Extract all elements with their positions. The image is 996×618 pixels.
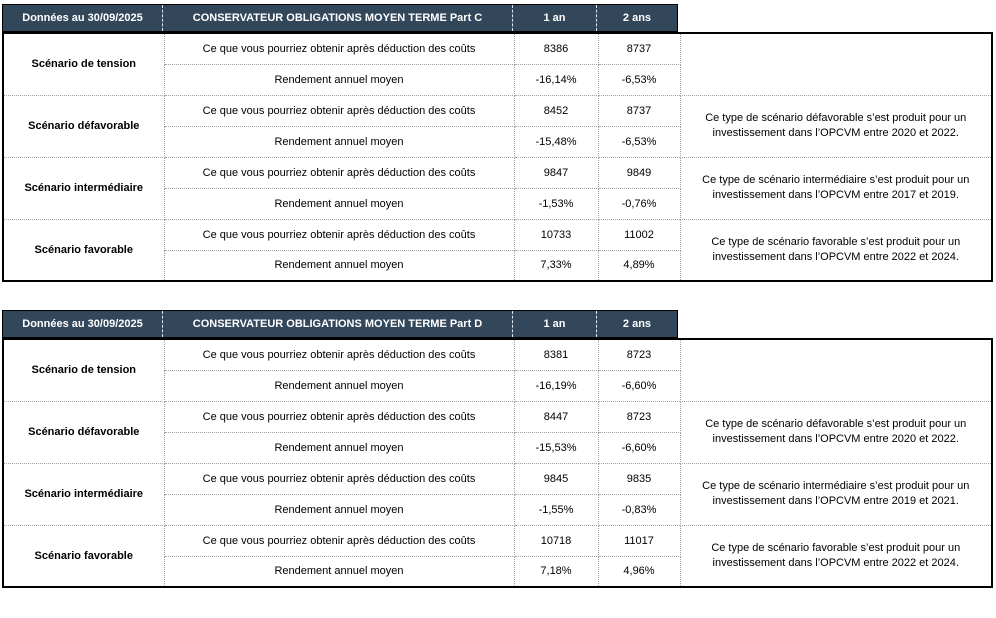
value-obtain-2ans: 8723 [597, 338, 681, 371]
table-row: Scénario défavorable Ce que vous pourrie… [2, 400, 993, 464]
scenario-name-tension: Scénario de tension [2, 338, 165, 402]
value-obtain-1an: 9845 [513, 462, 599, 495]
table-row: Scénario intermédiaire Ce que vous pourr… [2, 156, 993, 220]
performance-table-part-c: Données au 30/09/2025 CONSERVATEUR OBLIG… [2, 4, 996, 282]
value-obtain-1an: 8447 [513, 400, 599, 433]
value-yield-1an: -16,19% [513, 369, 599, 402]
scenario-name-defavorable: Scénario défavorable [2, 400, 165, 464]
table-row: Scénario de tension Ce que vous pourriez… [2, 338, 993, 402]
value-obtain-2ans: 11017 [597, 524, 681, 557]
table-row: Scénario favorable Ce que vous pourriez … [2, 524, 993, 588]
header-col-1an: 1 an [513, 5, 597, 31]
value-obtain-1an: 8452 [513, 94, 599, 127]
value-obtain-1an: 8381 [513, 338, 599, 371]
value-yield-2ans: 4,89% [597, 249, 681, 282]
scenario-note-intermediaire: Ce type de scénario intermédiaire s’est … [679, 156, 993, 220]
value-yield-2ans: -6,60% [597, 369, 681, 402]
value-obtain-2ans: 11002 [597, 218, 681, 251]
row-label-yield: Rendement annuel moyen [163, 555, 515, 588]
header-fund-title: CONSERVATEUR OBLIGATIONS MOYEN TERME Par… [163, 311, 513, 337]
scenario-note-favorable: Ce type de scénario favorable s’est prod… [679, 218, 993, 282]
row-label-yield: Rendement annuel moyen [163, 431, 515, 464]
row-label-yield: Rendement annuel moyen [163, 493, 515, 526]
scenario-name-intermediaire: Scénario intermédiaire [2, 462, 165, 526]
scenario-note-defavorable: Ce type de scénario défavorable s’est pr… [679, 400, 993, 464]
value-obtain-2ans: 8723 [597, 400, 681, 433]
value-obtain-2ans: 9835 [597, 462, 681, 495]
row-label-obtain: Ce que vous pourriez obtenir après déduc… [163, 218, 515, 251]
table-row: Rendement annuel moyen -15,53% -6,60% [3, 431, 992, 464]
table-row: Rendement annuel moyen -1,55% -0,83% [3, 493, 992, 526]
value-obtain-2ans: 9849 [597, 156, 681, 189]
table-row: Scénario favorable Ce que vous pourriez … [2, 218, 993, 282]
value-yield-1an: -1,53% [513, 187, 599, 220]
value-obtain-1an: 8386 [513, 32, 599, 65]
value-yield-2ans: -6,53% [597, 125, 681, 158]
value-yield-1an: -15,48% [513, 125, 599, 158]
header-col-2ans: 2 ans [622, 318, 652, 330]
row-label-obtain: Ce que vous pourriez obtenir après déduc… [163, 156, 515, 189]
value-yield-2ans: -0,83% [597, 493, 681, 526]
row-label-obtain: Ce que vous pourriez obtenir après déduc… [163, 462, 515, 495]
header-date: Données au 30/09/2025 [3, 311, 163, 337]
value-yield-1an: 7,18% [513, 555, 599, 588]
header-col-1an: 1 an [513, 311, 597, 337]
header-fund-title: CONSERVATEUR OBLIGATIONS MOYEN TERME Par… [163, 5, 513, 31]
scenario-name-favorable: Scénario favorable [2, 218, 165, 282]
header-date: Données au 30/09/2025 [3, 5, 163, 31]
table-row: Scénario défavorable Ce que vous pourrie… [2, 94, 993, 158]
header-col-2ans: 2 ans [622, 12, 652, 24]
row-label-obtain: Ce que vous pourriez obtenir après déduc… [163, 32, 515, 65]
table-row: Scénario intermédiaire Ce que vous pourr… [2, 462, 993, 526]
row-label-yield: Rendement annuel moyen [163, 369, 515, 402]
row-label-obtain: Ce que vous pourriez obtenir après déduc… [163, 338, 515, 371]
scenario-note-tension [679, 338, 993, 402]
value-yield-1an: -15,53% [513, 431, 599, 464]
row-label-yield: Rendement annuel moyen [163, 125, 515, 158]
scenario-name-favorable: Scénario favorable [2, 524, 165, 588]
table-row: Rendement annuel moyen -1,53% -0,76% [3, 187, 992, 220]
scenario-name-tension: Scénario de tension [2, 32, 165, 96]
value-obtain-1an: 9847 [513, 156, 599, 189]
row-label-yield: Rendement annuel moyen [163, 249, 515, 282]
scenario-note-tension [679, 32, 993, 96]
value-yield-1an: -16,14% [513, 63, 599, 96]
performance-table-part-d: Données au 30/09/2025 CONSERVATEUR OBLIG… [2, 310, 996, 588]
scenario-table-part-d: Scénario de tension Ce que vous pourriez… [2, 338, 993, 588]
row-label-obtain: Ce que vous pourriez obtenir après déduc… [163, 94, 515, 127]
value-obtain-1an: 10733 [513, 218, 599, 251]
value-obtain-2ans: 8737 [597, 32, 681, 65]
row-label-yield: Rendement annuel moyen [163, 187, 515, 220]
scenario-note-favorable: Ce type de scénario favorable s’est prod… [679, 524, 993, 588]
scenario-note-intermediaire: Ce type de scénario intermédiaire s’est … [679, 462, 993, 526]
value-yield-2ans: -6,53% [597, 63, 681, 96]
table-row: Rendement annuel moyen -16,19% -6,60% [3, 369, 992, 402]
value-yield-2ans: -6,60% [597, 431, 681, 464]
value-yield-1an: 7,33% [513, 249, 599, 282]
scenario-name-defavorable: Scénario défavorable [2, 94, 165, 158]
value-yield-2ans: -0,76% [597, 187, 681, 220]
table-row: Scénario de tension Ce que vous pourriez… [2, 32, 993, 96]
table-row: Rendement annuel moyen 7,33% 4,89% [3, 249, 992, 282]
table-row: Rendement annuel moyen -16,14% -6,53% [3, 63, 992, 96]
row-label-obtain: Ce que vous pourriez obtenir après déduc… [163, 400, 515, 433]
table-row: Rendement annuel moyen -15,48% -6,53% [3, 125, 992, 158]
row-label-obtain: Ce que vous pourriez obtenir après déduc… [163, 524, 515, 557]
value-yield-2ans: 4,96% [597, 555, 681, 588]
scenario-table-part-c: Scénario de tension Ce que vous pourriez… [2, 32, 993, 282]
row-label-yield: Rendement annuel moyen [163, 63, 515, 96]
table-row: Rendement annuel moyen 7,18% 4,96% [3, 555, 992, 588]
value-obtain-2ans: 8737 [597, 94, 681, 127]
value-yield-1an: -1,55% [513, 493, 599, 526]
value-obtain-1an: 10718 [513, 524, 599, 557]
scenario-name-intermediaire: Scénario intermédiaire [2, 156, 165, 220]
scenario-note-defavorable: Ce type de scénario défavorable s’est pr… [679, 94, 993, 158]
table-header-part-c: Données au 30/09/2025 CONSERVATEUR OBLIG… [2, 4, 678, 32]
table-header-part-d: Données au 30/09/2025 CONSERVATEUR OBLIG… [2, 310, 678, 338]
document-page: Données au 30/09/2025 CONSERVATEUR OBLIG… [2, 4, 996, 588]
